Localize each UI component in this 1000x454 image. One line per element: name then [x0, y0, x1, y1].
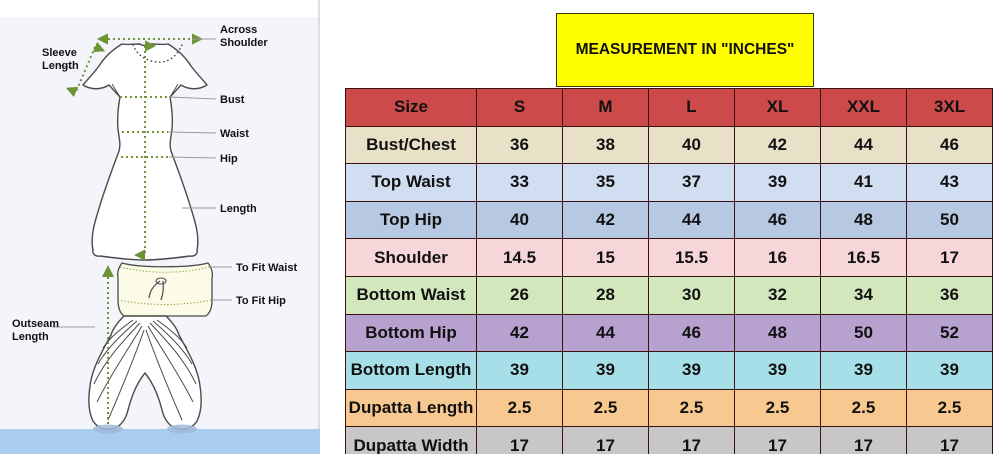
svg-text:Shoulder: Shoulder [220, 37, 268, 49]
svg-text:Across: Across [220, 24, 257, 36]
svg-text:Hip: Hip [220, 153, 238, 165]
svg-text:Waist: Waist [220, 128, 249, 140]
svg-text:Length: Length [42, 60, 79, 72]
svg-text:Length: Length [220, 203, 257, 215]
svg-text:To Fit Hip: To Fit Hip [236, 295, 286, 307]
svg-text:To Fit Waist: To Fit Waist [236, 262, 297, 274]
svg-text:Length: Length [12, 331, 49, 343]
svg-text:Bust: Bust [220, 94, 245, 106]
svg-text:Outseam: Outseam [12, 318, 59, 330]
svg-text:Sleeve: Sleeve [42, 47, 77, 59]
